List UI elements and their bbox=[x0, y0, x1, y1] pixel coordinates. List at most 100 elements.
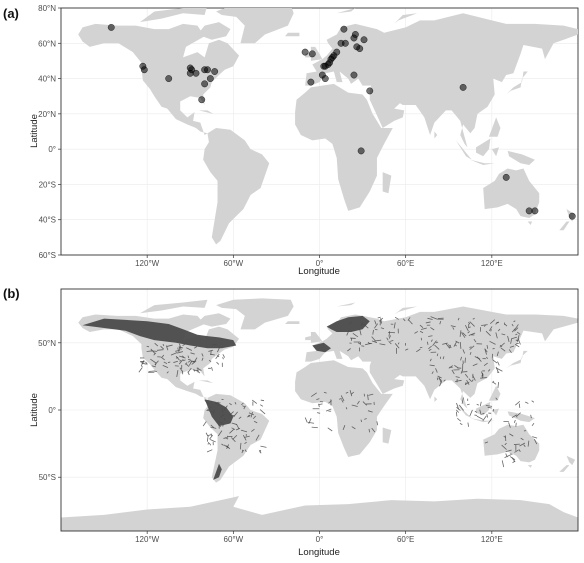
water-feature bbox=[487, 406, 492, 409]
x-tick-label: 120°W bbox=[135, 259, 160, 268]
land-polygon bbox=[394, 13, 418, 24]
water-feature bbox=[504, 323, 508, 327]
water-feature bbox=[153, 352, 157, 356]
water-feature bbox=[148, 370, 156, 372]
water-feature bbox=[473, 338, 477, 343]
land-polygon bbox=[483, 424, 540, 463]
water-feature bbox=[481, 324, 488, 326]
water-feature bbox=[514, 449, 519, 453]
land-polygon bbox=[305, 13, 578, 148]
water-feature bbox=[244, 441, 247, 444]
water-feature bbox=[207, 441, 210, 445]
water-feature bbox=[472, 363, 478, 367]
land-polygon bbox=[198, 110, 214, 114]
water-feature bbox=[419, 330, 424, 334]
water-feature bbox=[222, 424, 224, 427]
land-polygon bbox=[506, 71, 528, 95]
water-feature bbox=[515, 339, 519, 342]
forest-region bbox=[312, 342, 331, 353]
water-feature bbox=[408, 319, 413, 325]
water-feature bbox=[476, 403, 480, 406]
site-point bbox=[340, 25, 348, 33]
land-polygon bbox=[197, 313, 231, 327]
water-feature bbox=[508, 422, 511, 428]
x-tick-label: 60°E bbox=[397, 535, 414, 544]
water-feature bbox=[162, 364, 169, 369]
water-feature bbox=[367, 410, 373, 413]
water-feature bbox=[204, 400, 209, 405]
water-feature bbox=[432, 340, 437, 346]
site-point bbox=[350, 34, 358, 42]
water-feature bbox=[240, 429, 248, 433]
y-tick-label: 80°N bbox=[38, 4, 56, 13]
water-feature bbox=[316, 398, 320, 400]
y-axis-title-b: Latitude bbox=[29, 393, 40, 427]
y-tick-label: 40°S bbox=[39, 216, 56, 225]
x-tick-label: 120°E bbox=[481, 535, 503, 544]
water-feature bbox=[380, 327, 385, 330]
water-feature bbox=[368, 393, 374, 396]
water-feature bbox=[242, 435, 247, 441]
water-feature bbox=[500, 347, 506, 352]
land-polygon bbox=[559, 221, 570, 231]
water-feature bbox=[166, 344, 173, 347]
water-feature bbox=[232, 434, 238, 440]
site-point bbox=[211, 68, 219, 75]
water-feature bbox=[496, 367, 503, 372]
land-polygon bbox=[139, 8, 207, 23]
water-feature bbox=[351, 404, 358, 407]
water-feature bbox=[347, 348, 351, 352]
water-feature bbox=[436, 353, 439, 357]
land-polygon bbox=[310, 332, 323, 343]
water-feature bbox=[481, 374, 484, 377]
water-feature bbox=[509, 345, 515, 348]
water-feature bbox=[231, 427, 236, 430]
water-feature bbox=[514, 324, 519, 331]
water-feature bbox=[515, 415, 518, 418]
water-feature bbox=[349, 390, 353, 397]
x-tick-label: 60°W bbox=[224, 535, 244, 544]
water-feature bbox=[368, 428, 370, 433]
water-feature bbox=[442, 356, 445, 360]
water-feature bbox=[190, 352, 195, 355]
water-feature bbox=[166, 371, 169, 374]
water-feature bbox=[462, 332, 467, 337]
land-polygon bbox=[527, 465, 533, 468]
water-feature bbox=[350, 391, 355, 395]
water-feature bbox=[340, 395, 345, 402]
water-feature bbox=[248, 412, 255, 416]
site-point bbox=[357, 147, 365, 155]
water-feature bbox=[212, 409, 215, 415]
water-feature bbox=[451, 369, 455, 375]
y-axis-ticks-a: 80°N 60°N 40°N 20°N 0° 20°S 40°S 60°S bbox=[38, 4, 61, 260]
y-tick-label: 0° bbox=[48, 406, 56, 415]
land-polygon bbox=[527, 221, 533, 226]
site-point bbox=[140, 66, 148, 74]
water-feature bbox=[231, 437, 236, 443]
water-feature bbox=[481, 371, 484, 377]
water-feature bbox=[307, 421, 315, 424]
site-point bbox=[206, 75, 214, 83]
site-point bbox=[341, 39, 349, 47]
water-feature bbox=[458, 404, 464, 411]
water-feature bbox=[182, 342, 188, 347]
y-tick-label: 60°S bbox=[39, 251, 56, 260]
water-feature bbox=[259, 449, 262, 453]
water-feature bbox=[235, 427, 241, 431]
water-feature bbox=[138, 367, 143, 373]
water-feature bbox=[223, 444, 229, 449]
land-polygon bbox=[488, 117, 501, 137]
water-feature bbox=[504, 454, 511, 458]
land-polygon bbox=[198, 380, 214, 384]
water-feature bbox=[372, 329, 374, 335]
land-polygon bbox=[139, 299, 208, 314]
water-feature bbox=[241, 450, 244, 454]
water-feature bbox=[250, 412, 253, 418]
water-feature bbox=[210, 426, 217, 429]
water-feature bbox=[196, 367, 202, 371]
water-feature bbox=[154, 363, 157, 366]
water-feature bbox=[208, 442, 212, 446]
water-feature bbox=[525, 401, 529, 404]
water-feature bbox=[179, 359, 182, 362]
water-feature bbox=[484, 348, 487, 355]
